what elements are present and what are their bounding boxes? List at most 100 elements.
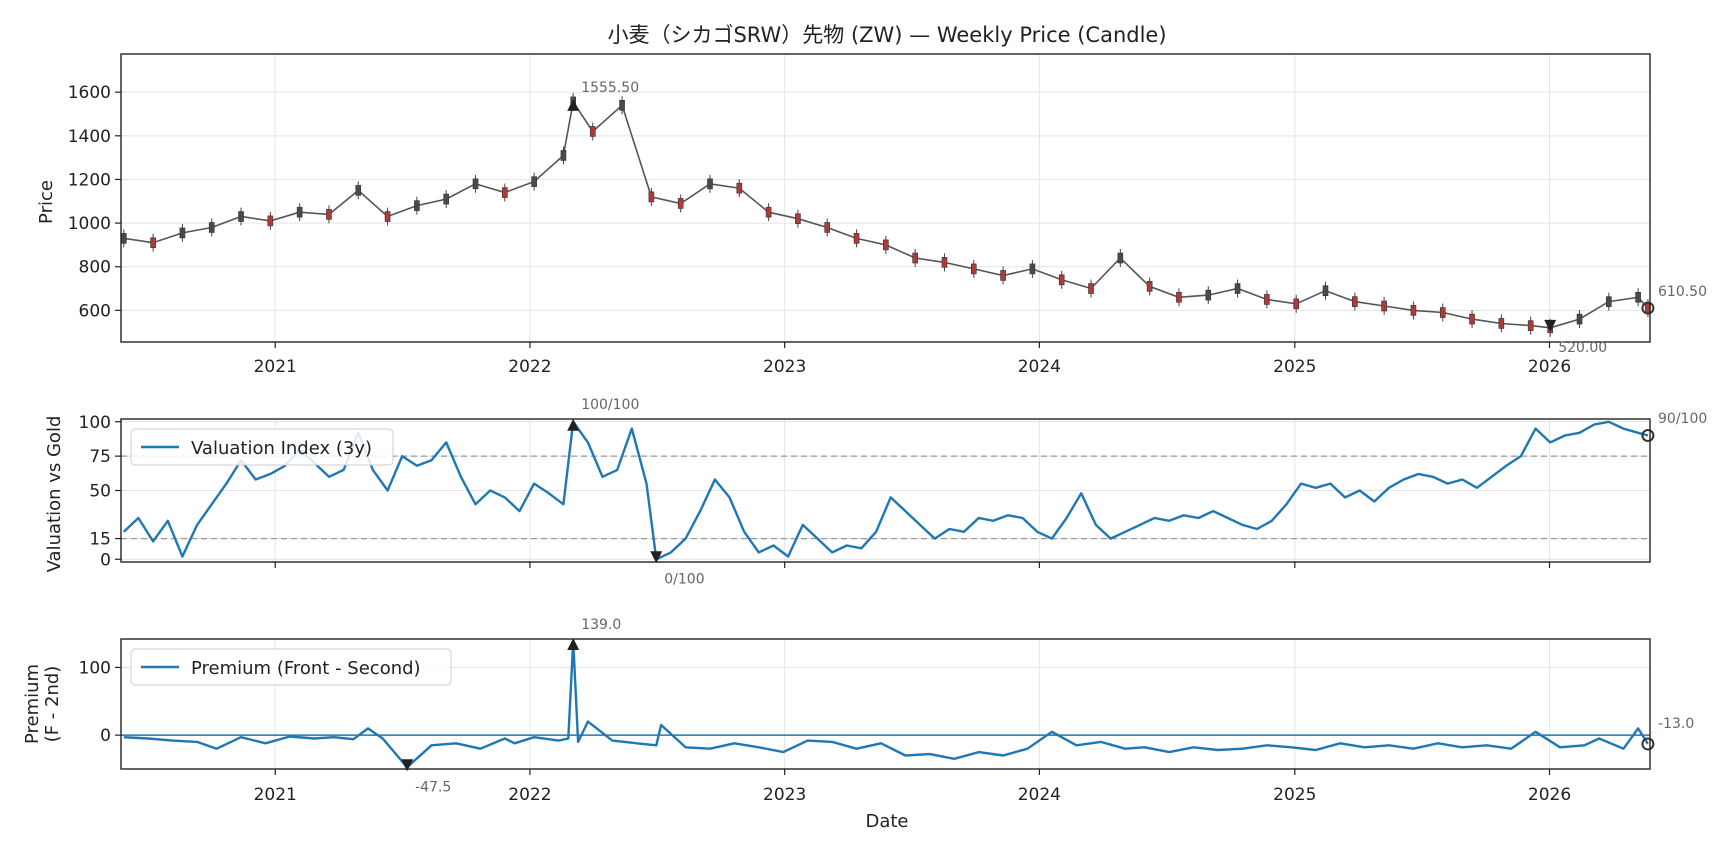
candle	[1089, 284, 1094, 294]
candle	[825, 222, 830, 232]
candle	[209, 222, 214, 232]
candle	[707, 179, 712, 189]
candle	[1206, 290, 1211, 300]
candle	[1147, 281, 1152, 291]
max-marker	[567, 638, 579, 650]
min-label: 520.00	[1558, 340, 1607, 356]
candle	[561, 150, 566, 160]
x-tick-label: 2023	[763, 357, 806, 377]
premium-ylabel-line: Premium	[22, 664, 43, 744]
x-tick-label: 2021	[254, 785, 297, 805]
candle	[590, 126, 595, 136]
min-label: -47.5	[415, 779, 451, 795]
candle	[620, 100, 625, 110]
candle	[121, 233, 126, 243]
y-tick-label: 100	[79, 413, 111, 433]
y-tick-label: 75	[89, 447, 111, 467]
x-tick-label: 2023	[763, 785, 806, 805]
candle	[297, 207, 302, 217]
candle	[854, 233, 859, 243]
candle	[1030, 264, 1035, 274]
max-label: 1555.50	[581, 80, 639, 96]
candle	[1470, 314, 1475, 324]
candle	[1264, 294, 1269, 304]
candle	[737, 183, 742, 193]
candle	[942, 257, 947, 267]
candle	[913, 253, 918, 263]
x-tick-label: 2022	[508, 785, 551, 805]
y-tick-label: 0	[100, 726, 111, 746]
valuation-ylabel: Valuation vs Gold	[44, 416, 65, 573]
legend-entry: Premium (Front - Second)	[191, 658, 421, 679]
x-tick-label: 2026	[1528, 785, 1571, 805]
y-tick-label: 15	[89, 530, 111, 550]
candle	[649, 192, 654, 202]
y-tick-label: 1200	[68, 170, 111, 190]
candle	[1294, 299, 1299, 309]
max-label: 100/100	[581, 397, 639, 413]
y-tick-label: 600	[79, 301, 111, 321]
plot-frame	[121, 54, 1650, 342]
min-label: 0/100	[664, 571, 704, 587]
candle	[1411, 305, 1416, 315]
premium-ylabel: Premium(F - 2nd)	[22, 664, 63, 744]
chart-title: 小麦（シカゴSRW）先物 (ZW) — Weekly Price (Candle…	[607, 23, 1166, 47]
candle	[1499, 318, 1504, 328]
last-label: 90/100	[1658, 411, 1707, 427]
candle	[795, 214, 800, 224]
y-tick-label: 1600	[68, 83, 111, 103]
x-tick-label: 2026	[1528, 357, 1571, 377]
x-tick-label: 2025	[1273, 357, 1316, 377]
candle	[268, 216, 273, 226]
last-label: 610.50	[1658, 284, 1707, 300]
candle	[180, 228, 185, 238]
candle	[444, 194, 449, 204]
y-tick-label: 100	[79, 658, 111, 678]
candle	[1636, 292, 1641, 302]
x-tick-label: 2021	[254, 357, 297, 377]
candle	[1176, 292, 1181, 302]
y-tick-label: 0	[100, 550, 111, 570]
last-label: -13.0	[1658, 716, 1694, 732]
candle	[766, 207, 771, 217]
x-tick-label: 2024	[1018, 785, 1061, 805]
candle	[502, 188, 507, 198]
candle	[326, 209, 331, 219]
premium-ylabel-line: (F - 2nd)	[42, 666, 63, 743]
max-marker	[567, 99, 579, 111]
candle	[971, 264, 976, 274]
max-label: 139.0	[581, 617, 621, 633]
candle	[1059, 275, 1064, 285]
max-marker	[567, 419, 579, 431]
y-tick-label: 1000	[68, 214, 111, 234]
price-ylabel: Price	[36, 180, 57, 224]
candle	[473, 179, 478, 189]
candle	[1528, 321, 1533, 331]
candle	[356, 185, 361, 195]
candle	[1352, 297, 1357, 307]
candle	[1001, 270, 1006, 280]
candle	[385, 212, 390, 222]
candle	[414, 201, 419, 211]
candle	[532, 177, 537, 187]
legend-entry: Valuation Index (3y)	[191, 438, 372, 459]
candle	[1606, 297, 1611, 307]
candle	[1235, 284, 1240, 294]
candle	[883, 240, 888, 250]
candle	[1323, 286, 1328, 296]
y-tick-label: 1400	[68, 127, 111, 147]
x-tick-label: 2025	[1273, 785, 1316, 805]
candle	[239, 212, 244, 222]
x-tick-label: 2024	[1018, 357, 1061, 377]
x-tick-label: 2022	[508, 357, 551, 377]
y-tick-label: 50	[89, 482, 111, 502]
candle	[1382, 301, 1387, 311]
candle	[151, 238, 156, 248]
date-xlabel: Date	[865, 811, 908, 832]
candle	[1118, 253, 1123, 263]
candle	[678, 198, 683, 208]
candle	[1577, 314, 1582, 324]
y-tick-label: 800	[79, 258, 111, 278]
